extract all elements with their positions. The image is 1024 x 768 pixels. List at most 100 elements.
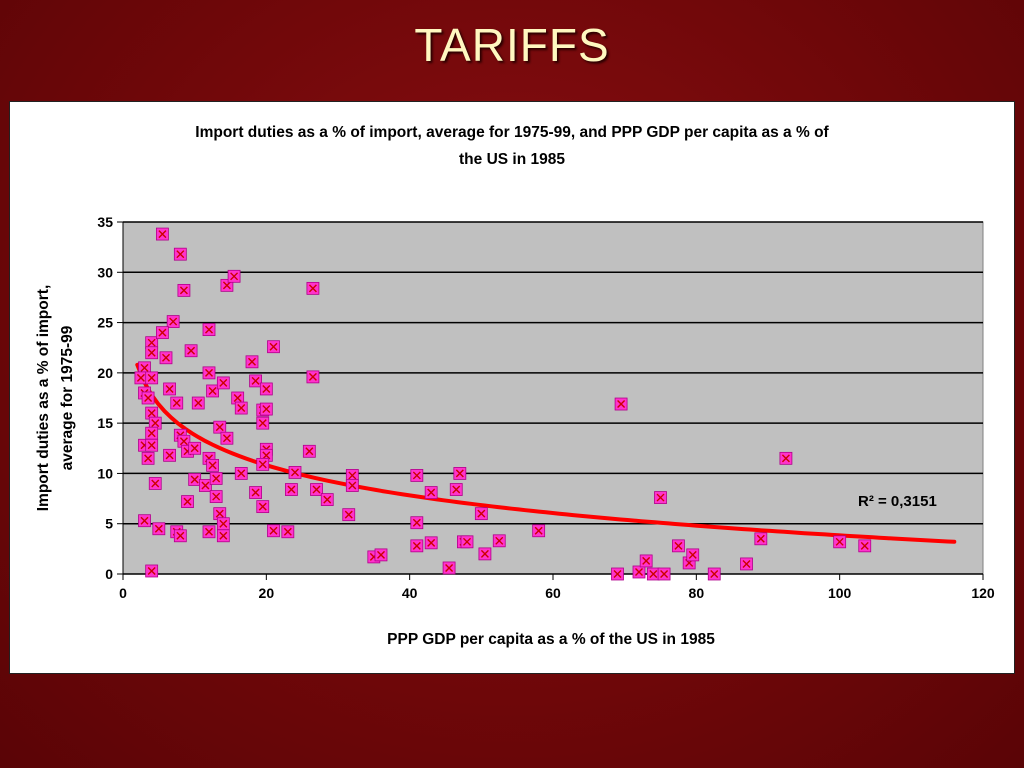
data-point xyxy=(202,525,216,539)
axes xyxy=(117,221,984,580)
data-point xyxy=(449,483,463,496)
data-point xyxy=(152,522,166,536)
data-point xyxy=(632,565,646,579)
data-point xyxy=(474,507,488,521)
data-point xyxy=(216,376,230,390)
data-point xyxy=(342,508,356,522)
data-point xyxy=(374,548,388,562)
data-point xyxy=(442,561,456,575)
data-point xyxy=(306,370,320,384)
x-tick-label: 40 xyxy=(402,585,418,601)
data-point xyxy=(707,567,721,581)
r-squared-label: R² = 0,3151 xyxy=(858,493,937,510)
data-point xyxy=(163,382,176,396)
y-tick-label: 15 xyxy=(97,415,113,431)
chart-frame: Import duties as a % of import, average … xyxy=(9,101,1015,674)
data-point xyxy=(646,567,660,581)
data-point xyxy=(267,524,280,538)
data-point xyxy=(654,491,667,504)
y-tick-label: 25 xyxy=(97,315,113,331)
data-point xyxy=(249,374,262,388)
data-point xyxy=(156,326,169,340)
data-point xyxy=(256,457,270,471)
data-point xyxy=(141,391,155,405)
data-point xyxy=(173,247,187,261)
data-point xyxy=(184,344,198,358)
data-point xyxy=(188,473,202,486)
data-point xyxy=(145,346,159,360)
data-point xyxy=(424,536,438,550)
data-point xyxy=(779,451,793,465)
data-point xyxy=(306,281,320,295)
y-tick-labels: 0 5 10 15 20 25 30 35 xyxy=(97,214,113,582)
data-point xyxy=(320,493,334,506)
x-tick-label: 120 xyxy=(971,585,995,601)
data-point xyxy=(199,479,212,492)
data-point xyxy=(202,366,216,380)
data-point xyxy=(202,323,216,337)
data-point xyxy=(209,490,223,503)
data-point xyxy=(478,547,492,561)
data-point xyxy=(686,548,700,562)
plot-area xyxy=(122,221,984,575)
data-point xyxy=(657,567,671,581)
x-tick-label: 100 xyxy=(828,585,852,601)
data-point xyxy=(188,441,202,455)
data-point xyxy=(206,458,219,472)
trendline xyxy=(135,362,957,544)
data-point xyxy=(209,472,223,485)
data-point xyxy=(672,539,685,553)
data-point xyxy=(159,351,173,365)
data-point xyxy=(460,535,474,549)
chart-title-line1: Import duties as a % of import, average … xyxy=(195,124,829,141)
data-point xyxy=(410,516,424,530)
data-point xyxy=(163,448,176,462)
data-point xyxy=(259,382,273,396)
data-point xyxy=(310,483,323,496)
y-tick-label: 30 xyxy=(97,264,113,280)
data-point xyxy=(249,486,262,499)
y-tick-label: 0 xyxy=(105,566,113,582)
data-point xyxy=(259,402,273,416)
data-point xyxy=(141,451,155,465)
data-point xyxy=(216,529,230,543)
data-point xyxy=(234,401,248,415)
data-point xyxy=(138,361,151,375)
data-point xyxy=(166,315,180,328)
data-point xyxy=(410,539,424,553)
data-point xyxy=(424,486,438,499)
data-point xyxy=(148,416,162,430)
data-point xyxy=(740,557,753,571)
scatter-chart: Import duties as a % of import, average … xyxy=(35,124,995,648)
data-point xyxy=(177,283,191,297)
data-point xyxy=(245,355,259,369)
y-tick-label: 10 xyxy=(97,465,113,481)
data-point xyxy=(148,477,162,490)
data-point xyxy=(754,532,768,546)
data-point xyxy=(453,467,467,480)
data-point xyxy=(145,426,159,440)
data-point xyxy=(858,539,872,553)
trendline-path xyxy=(135,362,957,544)
data-point xyxy=(220,431,234,445)
data-point xyxy=(145,371,159,385)
data-point xyxy=(216,517,230,531)
x-axis-label: PPP GDP per capita as a % of the US in 1… xyxy=(387,631,715,648)
x-tick-label: 80 xyxy=(689,585,705,601)
data-point xyxy=(256,416,270,430)
data-point xyxy=(267,340,280,354)
y-tick-label: 20 xyxy=(97,365,113,381)
data-point xyxy=(156,227,169,241)
chart-title-line2: the US in 1985 xyxy=(459,151,565,168)
y-axis-label-line1: Import duties as a % of import, xyxy=(35,285,52,512)
data-point xyxy=(173,529,187,543)
data-point xyxy=(213,420,227,434)
x-tick-label: 20 xyxy=(259,585,275,601)
y-tick-label: 35 xyxy=(97,214,113,230)
data-point xyxy=(206,384,219,398)
data-point xyxy=(532,524,546,538)
slide-title: TARIFFS xyxy=(414,19,610,71)
data-point xyxy=(138,514,151,528)
y-axis-label-line2: average for 1975-99 xyxy=(59,325,76,470)
data-point xyxy=(145,438,159,452)
